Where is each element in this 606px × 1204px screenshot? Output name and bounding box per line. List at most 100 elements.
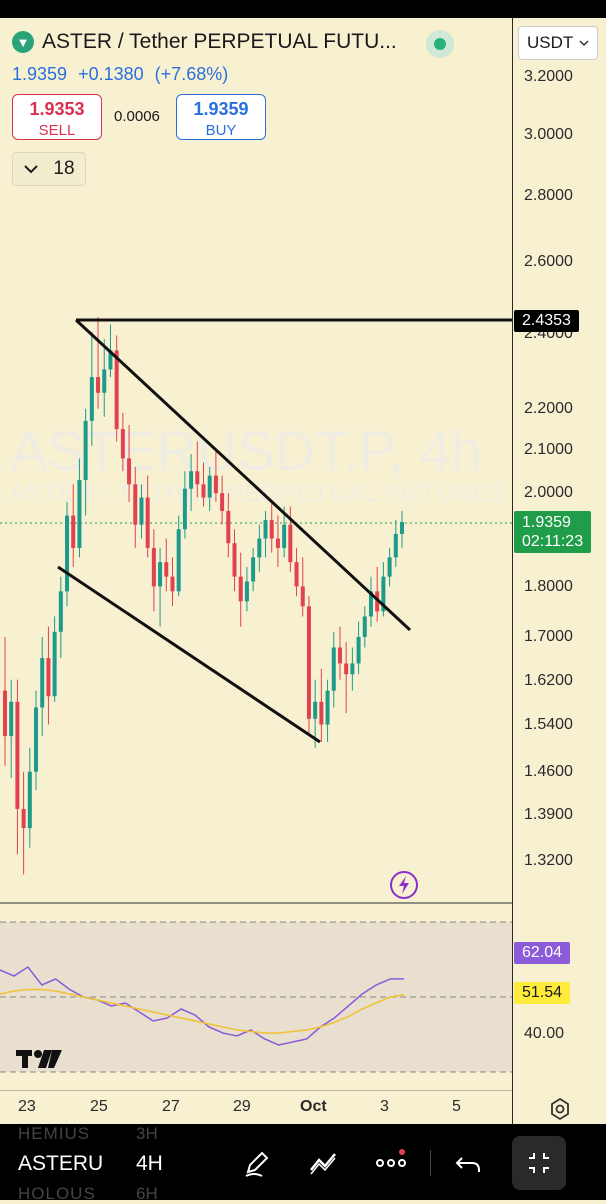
buy-label: BUY (205, 122, 237, 139)
candle-up (362, 616, 367, 638)
candle-up (207, 475, 212, 498)
price-tick: 3.2000 (524, 68, 573, 85)
candle-up (108, 350, 113, 370)
next-symbol-ghost: HOLOUS (18, 1184, 96, 1203)
candle-up (58, 591, 63, 632)
symbol-selector[interactable]: ASTERU (18, 1152, 104, 1175)
candle-down (319, 701, 324, 725)
candle-down (294, 562, 299, 587)
time-label: 27 (162, 1098, 180, 1115)
candle-down (226, 511, 231, 544)
pen-icon[interactable] (240, 1146, 274, 1180)
candle-down (114, 350, 119, 430)
last-price-tag-value: 1.9359 (522, 514, 571, 531)
channel-upper-trendline (74, 318, 412, 632)
timeframe-selector[interactable]: 4H (136, 1152, 163, 1175)
more-icon[interactable] (374, 1146, 408, 1180)
sell-label: SELL (38, 122, 76, 139)
live-dot-icon (434, 38, 446, 50)
candle-up (158, 562, 163, 587)
price-tick: 1.3900 (524, 806, 573, 823)
tradingview-logo-icon (16, 1050, 62, 1068)
candle-down (288, 524, 293, 563)
candle-down (201, 484, 206, 498)
buy-button[interactable]: 1.9359 BUY (176, 94, 266, 140)
candle-up (89, 377, 94, 421)
candle-up (83, 420, 88, 480)
time-label: Oct (300, 1098, 327, 1115)
candle-up (65, 515, 70, 592)
candle-down (238, 576, 243, 602)
channel-lower-trendline (57, 565, 321, 744)
candle-down (3, 690, 7, 737)
sell-price: 1.9353 (29, 99, 85, 119)
candle-down (133, 484, 138, 525)
price-tick: 1.4600 (524, 763, 573, 780)
candle-up (176, 529, 181, 592)
candle-up (257, 538, 262, 558)
price-tick: 1.6200 (524, 672, 573, 689)
prev-timeframe-ghost: 3H (136, 1124, 158, 1143)
candle-down (269, 520, 274, 539)
candle-up (244, 581, 249, 602)
candle-up (34, 707, 39, 772)
currency-label: USDT (527, 33, 574, 52)
candle-up (77, 479, 82, 548)
rsi-tick: 40.00 (524, 1025, 565, 1042)
price-summary: 1.9359 +0.1380 (+7.68%) (12, 64, 234, 85)
price-chart-pane[interactable] (0, 18, 512, 1090)
candle-up (40, 658, 45, 708)
currency-selector[interactable]: USDT (518, 26, 598, 60)
undo-icon[interactable] (452, 1146, 486, 1180)
indicators-toggle[interactable]: 18 (12, 152, 86, 186)
toolbar-divider (430, 1150, 431, 1176)
price-tick: 2.8000 (524, 187, 573, 204)
candle-down (337, 647, 342, 664)
candle-down (145, 497, 150, 548)
watermark-symbol: ASTERUSDT.P, 4h (10, 419, 483, 482)
symbol-title[interactable]: ASTER / Tether PERPETUAL FUTU... (42, 30, 397, 53)
price-axis[interactable] (512, 18, 606, 1124)
lightning-icon[interactable] (389, 870, 419, 900)
bar-countdown: 02:11:23 (522, 533, 584, 550)
candle-up (313, 701, 318, 719)
line-tool-icon[interactable] (306, 1146, 340, 1180)
candle-up (102, 369, 107, 393)
price-tick: 2.1000 (524, 441, 573, 458)
market-open-indicator (426, 30, 454, 58)
fullscreen-button[interactable] (512, 1136, 566, 1190)
candle-down (46, 658, 51, 697)
candle-down (151, 547, 156, 587)
price-tick: 1.8000 (524, 578, 573, 595)
settings-icon[interactable] (548, 1097, 572, 1121)
symbol-header[interactable]: ▼ ASTER / Tether PERPETUAL FUTU... (12, 30, 414, 54)
candle-down (306, 606, 311, 719)
price-tick: 3.0000 (524, 126, 573, 143)
candle-down (127, 458, 132, 485)
candle-down (220, 493, 225, 512)
chart-plot[interactable] (0, 0, 512, 1090)
chevron-down-icon (579, 40, 589, 46)
candle-up (282, 524, 287, 548)
buy-price: 1.9359 (193, 99, 249, 119)
sell-button[interactable]: 1.9353 SELL (12, 94, 102, 140)
price-change: +0.1380 (78, 64, 144, 84)
candle-up (381, 576, 386, 612)
candle-down (344, 663, 349, 675)
candle-up (27, 771, 32, 829)
candle-down (275, 538, 280, 548)
price-tick: 2.6000 (524, 253, 573, 270)
price-change-pct: (+7.68%) (154, 64, 229, 84)
spread-value: 0.0006 (114, 108, 160, 125)
status-strip (0, 0, 606, 18)
time-label: 23 (18, 1098, 36, 1115)
bottom-toolbar (0, 1124, 606, 1200)
time-label: 3 (380, 1098, 389, 1115)
price-tick: 2.2000 (524, 400, 573, 417)
chevron-down-icon (24, 165, 39, 174)
candle-down (71, 515, 76, 548)
last-price: 1.9359 (12, 64, 68, 84)
time-label: 25 (90, 1098, 108, 1115)
candle-up (350, 663, 355, 675)
price-tick: 1.7000 (524, 628, 573, 645)
